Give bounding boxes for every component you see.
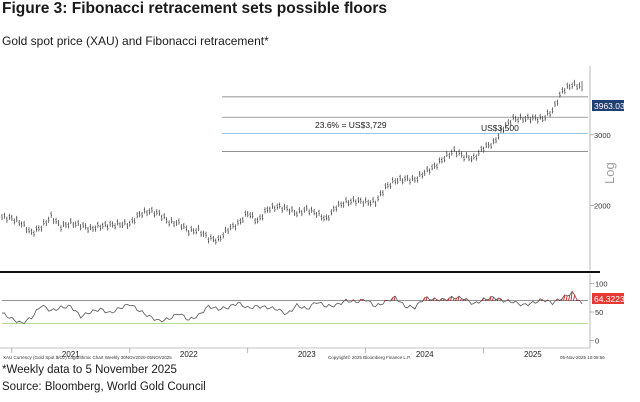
footer-small-right: 05-Nov-2025 10:08:56 xyxy=(560,355,605,360)
log-scale-label: Log xyxy=(602,162,617,184)
x-year-label: 2025 xyxy=(524,350,542,359)
rsi-last-value-badge xyxy=(592,293,624,304)
rsi-grid xyxy=(2,300,588,324)
price-last-value-badge xyxy=(592,100,624,111)
x-year-label: 2022 xyxy=(180,350,198,359)
rsi-axis: 0 50 100 xyxy=(589,274,608,348)
figure-subtitle: Gold spot price (XAU) and Fibonacci retr… xyxy=(2,34,269,48)
gold-price-chart: 2000 3000 23.6% = US$3,729 US$3,500 Log 3… xyxy=(0,66,625,360)
footer-small-center: Copyright© 2025 Bloomberg Finance L.P. xyxy=(328,354,411,360)
figure-title: Figure 3: Fibonacci retracement sets pos… xyxy=(2,0,388,17)
price-bars xyxy=(1,79,583,245)
footer-small-left: XAU Currency (Gold Spot $/Oz) Logarithmi… xyxy=(3,355,172,360)
footnote: *Weekly data to 5 November 2025 xyxy=(2,364,177,376)
fib-annotation-23-6: 23.6% = US$3,729 xyxy=(315,120,387,130)
rsi-line xyxy=(1,290,583,325)
x-year-label: 2023 xyxy=(298,350,316,359)
rsi-tick-label: 0 xyxy=(595,336,599,345)
price-tick-label: 3000 xyxy=(594,131,611,140)
price-last-value-label: 3963.03 xyxy=(594,101,625,111)
x-year-label: 2021 xyxy=(62,350,80,359)
rsi-tick-label: 100 xyxy=(595,280,608,289)
fib-annotation-3500: US$3,500 xyxy=(481,123,519,133)
rsi-overbought-line xyxy=(344,291,580,302)
price-axis: 2000 3000 xyxy=(589,66,611,270)
rsi-tick-label: 50 xyxy=(595,308,603,317)
rsi-last-value-label: 64.3223 xyxy=(594,294,625,304)
fibonacci-lines xyxy=(222,96,588,152)
x-axis: 2021 2022 2023 2024 2025 xyxy=(0,347,590,359)
x-year-label: 2024 xyxy=(416,350,434,359)
source-note: Source: Bloomberg, World Gold Council xyxy=(2,381,206,393)
price-ohlc-bars xyxy=(1,79,583,245)
price-tick-label: 2000 xyxy=(594,202,611,211)
